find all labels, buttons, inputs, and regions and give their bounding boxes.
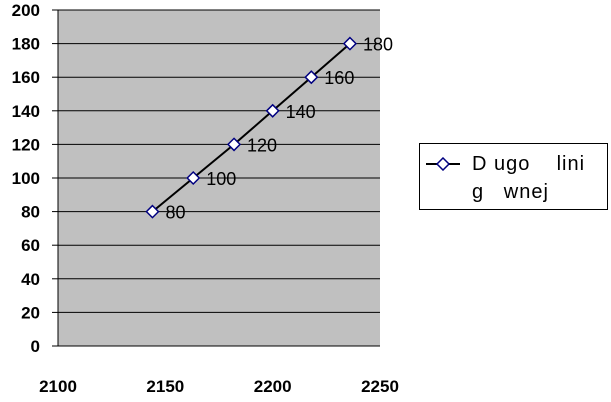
data-point-marker bbox=[226, 137, 242, 152]
y-tick-label: 100 bbox=[12, 169, 40, 188]
data-label: 180 bbox=[363, 35, 393, 55]
y-tick-label: 0 bbox=[31, 337, 40, 356]
legend-symbol-icon bbox=[426, 157, 460, 171]
data-label: 160 bbox=[324, 68, 354, 88]
y-tick-label: 60 bbox=[21, 236, 40, 255]
x-tick-label: 2250 bbox=[361, 377, 399, 396]
x-axis: 2100 2150 2200 2250 bbox=[39, 377, 399, 396]
gridlines bbox=[58, 9, 380, 313]
y-tick-label: 200 bbox=[12, 1, 40, 20]
data-point-marker bbox=[186, 170, 201, 186]
data-point-marker bbox=[304, 70, 319, 85]
series-line bbox=[151, 42, 351, 213]
legend: D ugo lini g wnej bbox=[419, 143, 608, 210]
data-label: 140 bbox=[286, 102, 316, 122]
series-group: 80 100 120 140 160 180 bbox=[145, 35, 393, 223]
data-point-marker bbox=[342, 36, 358, 51]
data-label: 100 bbox=[206, 169, 236, 189]
legend-label: D ugo lini g wnej bbox=[472, 153, 586, 203]
x-tick-label: 2150 bbox=[146, 377, 184, 396]
data-label: 80 bbox=[165, 203, 185, 223]
x-tick-label: 2200 bbox=[254, 377, 292, 396]
y-tick-label: 40 bbox=[21, 270, 40, 289]
y-tick-label: 80 bbox=[21, 203, 40, 222]
data-point-marker bbox=[265, 103, 280, 118]
y-tick-label: 20 bbox=[21, 303, 40, 322]
y-tick-label: 180 bbox=[12, 35, 40, 54]
y-tick-label: 120 bbox=[12, 135, 40, 154]
y-tick-label: 160 bbox=[12, 68, 40, 87]
data-point-marker bbox=[145, 204, 160, 219]
y-axis: 0 20 40 60 80 100 120 140 160 180 200 bbox=[12, 1, 58, 356]
y-tick-label: 140 bbox=[12, 102, 40, 121]
data-label: 120 bbox=[247, 135, 277, 155]
x-tick-label: 2100 bbox=[39, 377, 77, 396]
